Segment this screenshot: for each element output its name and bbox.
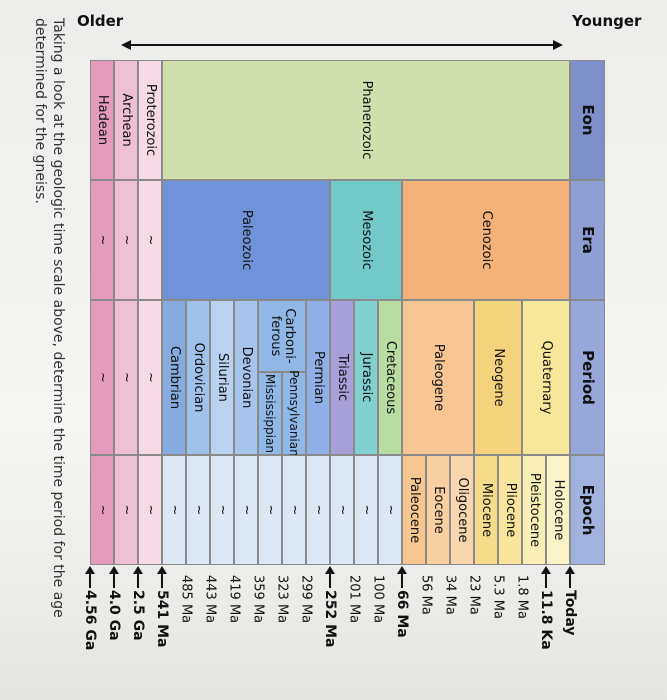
timeline-label: Older (77, 12, 124, 30)
epoch-cell: ~ (114, 455, 138, 565)
time-arrowhead (325, 566, 335, 574)
time-label: 66 Ma (394, 590, 410, 638)
time-label: 4.56 Ga (82, 590, 98, 651)
time-arrowhead (565, 566, 575, 574)
time-label: 201 Ma (346, 575, 362, 624)
epoch-cell: ~ (138, 455, 162, 565)
epoch-cell: Miocene (474, 455, 498, 565)
epoch-cell: Eocene (426, 455, 450, 565)
time-label: 419 Ma (226, 575, 242, 624)
header-cell: Era (570, 180, 605, 300)
period-cell: Devonian (234, 300, 258, 455)
eon-cell: Phanerozoic (162, 60, 570, 180)
caption: Taking a look at the geologic time scale… (32, 18, 66, 618)
time-label: 252 Ma (322, 590, 338, 648)
time-label: 34 Ma (442, 575, 458, 615)
era-cell: Paleozoic (162, 180, 330, 300)
period-cell: ~ (114, 300, 138, 455)
time-label: Today (562, 590, 578, 636)
era-cell: Cenozoic (402, 180, 570, 300)
period-cell: Silurian (210, 300, 234, 455)
time-label: 541 Ma (154, 590, 170, 648)
period-cell: Ordovician (186, 300, 210, 455)
subperiod-cell: Pennsylvanian (282, 370, 306, 457)
header-cell: Eon (570, 60, 605, 180)
period-cell: ~ (90, 300, 114, 455)
epoch-cell: ~ (306, 455, 330, 565)
time-label: 100 Ma (370, 575, 386, 624)
epoch-cell: ~ (354, 455, 378, 565)
era-cell: ~ (90, 180, 114, 300)
header-cell: Epoch (570, 455, 605, 565)
time-label: 2.5 Ga (130, 590, 146, 641)
epoch-cell: ~ (186, 455, 210, 565)
period-cell: Neogene (474, 300, 522, 455)
time-label: 11.8 Ka (538, 590, 554, 650)
epoch-cell: ~ (210, 455, 234, 565)
period-cell: Triassic (330, 300, 354, 455)
period-cell: Cretaceous (378, 300, 402, 455)
period-cell: Cambrian (162, 300, 186, 455)
period-cell: Paleogene (402, 300, 474, 455)
time-arrowhead (85, 566, 95, 574)
time-label: 56 Ma (418, 575, 434, 615)
period-cell: Carboni-ferous (258, 300, 306, 372)
period-cell: ~ (138, 300, 162, 455)
time-label: 359 Ma (250, 575, 266, 624)
eon-cell: Proterozoic (138, 60, 162, 180)
era-cell: ~ (114, 180, 138, 300)
time-label: 5.3 Ma (490, 575, 506, 619)
time-label: 443 Ma (202, 575, 218, 624)
epoch-cell: Pliocene (498, 455, 522, 565)
epoch-cell: Holocene (546, 455, 570, 565)
epoch-cell: ~ (378, 455, 402, 565)
timeline-head (121, 40, 131, 50)
time-arrowhead (133, 566, 143, 574)
time-label: 4.0 Ga (106, 590, 122, 641)
epoch-cell: ~ (162, 455, 186, 565)
timeline-head (553, 40, 563, 50)
epoch-cell: Oligocene (450, 455, 474, 565)
period-cell: Quaternary (522, 300, 570, 455)
period-line: Carboni- (281, 308, 297, 364)
eon-cell: Hadean (90, 60, 114, 180)
time-arrowhead (157, 566, 167, 574)
epoch-cell: Paleocene (402, 455, 426, 565)
time-arrowhead (109, 566, 119, 574)
header-cell: Period (570, 300, 605, 455)
time-label: 485 Ma (178, 575, 194, 624)
subperiod-cell: Mississippian (258, 372, 282, 455)
timeline-line (127, 44, 557, 46)
epoch-cell: ~ (258, 455, 282, 565)
time-arrowhead (541, 566, 551, 574)
time-arrowhead (397, 566, 407, 574)
epoch-cell: Pleistocene (522, 455, 546, 565)
era-cell: ~ (138, 180, 162, 300)
time-label: 323 Ma (274, 575, 290, 624)
period-line: ferous (268, 315, 283, 357)
epoch-cell: ~ (330, 455, 354, 565)
time-label: 299 Ma (298, 575, 314, 624)
era-cell: Mesozoic (330, 180, 402, 300)
period-cell: Permian (306, 300, 330, 455)
time-label: 23 Ma (466, 575, 482, 615)
epoch-cell: ~ (234, 455, 258, 565)
epoch-cell: ~ (90, 455, 114, 565)
period-cell: Jurassic (354, 300, 378, 455)
time-label: 1.8 Ma (514, 575, 530, 619)
timeline-label: Younger (572, 12, 642, 30)
eon-cell: Archean (114, 60, 138, 180)
epoch-cell: ~ (282, 455, 306, 565)
